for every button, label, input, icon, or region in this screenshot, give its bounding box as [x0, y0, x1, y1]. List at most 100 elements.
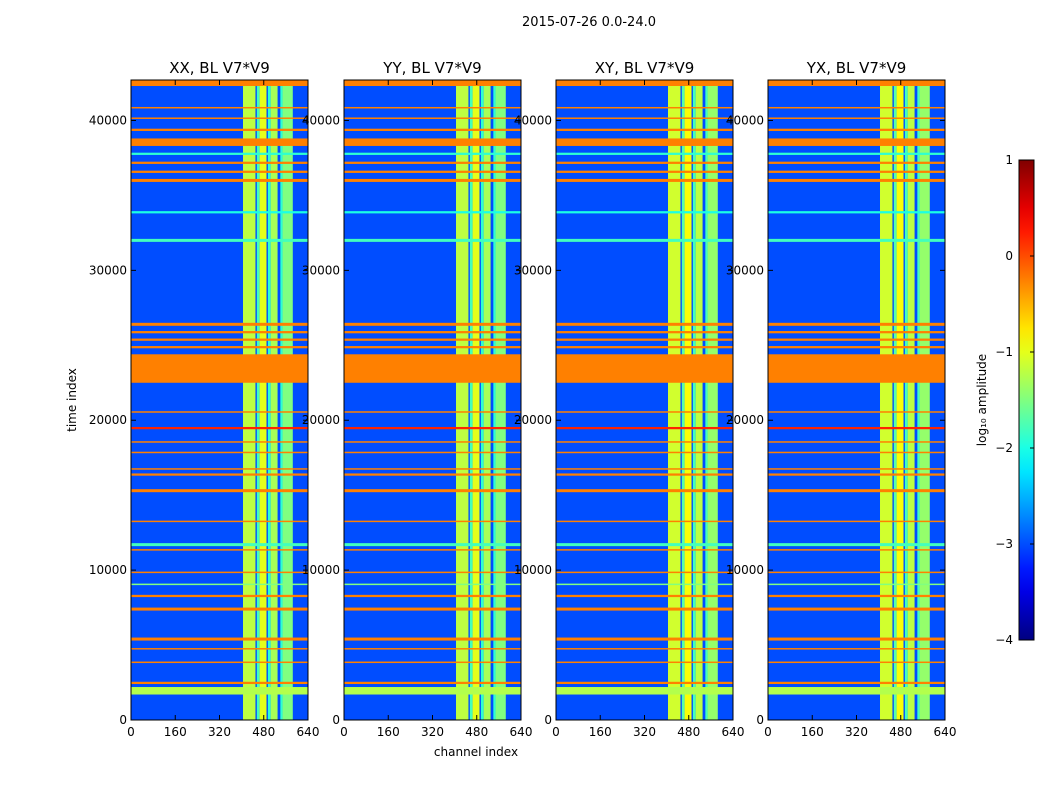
flagged-row — [768, 161, 945, 164]
flagged-row — [768, 338, 945, 341]
panel-title: XX, BL V7*V9 — [169, 59, 270, 77]
panel-xx: XX, BL V7*V9 0 160 320 480 640 0 10000 20000 3000… — [89, 59, 320, 739]
flagged-row — [131, 661, 308, 664]
flagged-row — [556, 607, 733, 611]
flagged-row — [768, 170, 945, 173]
y-tick-label: 30000 — [514, 263, 552, 277]
flagged-row — [131, 338, 308, 341]
flagged-row — [556, 238, 733, 242]
flagged-row — [768, 322, 945, 326]
flagged-row — [344, 426, 521, 430]
x-tick-label: 0 — [552, 725, 560, 739]
flagged-row — [131, 607, 308, 611]
x-tick-label: 0 — [340, 725, 348, 739]
y-tick-label: 0 — [756, 713, 764, 727]
rfi-band — [495, 80, 506, 720]
y-tick-label: 20000 — [302, 413, 340, 427]
flagged-row — [768, 583, 945, 586]
rfi-band — [893, 80, 897, 720]
flagged-row — [768, 178, 945, 182]
rfi-band — [880, 80, 893, 720]
rfi-band — [270, 80, 278, 720]
flagged-row — [556, 354, 733, 383]
flagged-row — [768, 152, 945, 155]
y-tick-label: 0 — [332, 713, 340, 727]
flagged-row — [556, 594, 733, 598]
colorbar-tick-label: −3 — [995, 537, 1013, 551]
flagged-row — [344, 543, 521, 547]
flagged-row — [768, 346, 945, 349]
flagged-row — [768, 468, 945, 470]
y-tick-label: 40000 — [514, 113, 552, 127]
x-tick-label: 320 — [208, 725, 231, 739]
flagged-row — [556, 441, 733, 443]
figure-suptitle: 2015-07-26 0.0-24.0 — [522, 15, 656, 30]
flagged-row — [768, 473, 945, 476]
x-tick-label: 320 — [845, 725, 868, 739]
y-tick-label: 10000 — [514, 563, 552, 577]
flagged-row — [556, 648, 733, 650]
flagged-row — [131, 473, 308, 476]
flagged-row — [768, 687, 945, 695]
flagged-row — [344, 661, 521, 664]
flagged-row — [344, 571, 521, 574]
flagged-row — [131, 426, 308, 430]
flagged-row — [556, 451, 733, 454]
flagged-row — [556, 661, 733, 664]
flagged-row — [556, 637, 733, 641]
rfi-band — [483, 80, 491, 720]
flagged-row — [556, 571, 733, 574]
flagged-row — [344, 473, 521, 476]
flagged-row — [131, 648, 308, 650]
flagged-row — [131, 238, 308, 242]
flagged-row — [556, 681, 733, 685]
x-axis-label: channel index — [434, 745, 518, 759]
y-tick-label: 10000 — [89, 563, 127, 577]
flagged-row — [556, 106, 733, 109]
x-tick-label: 480 — [677, 725, 700, 739]
panel-background — [131, 80, 308, 720]
rfi-band — [692, 80, 696, 720]
flagged-row — [556, 543, 733, 547]
x-tick-label: 640 — [297, 725, 320, 739]
flagged-row — [344, 520, 521, 523]
colorbar: 1 0 −1 −2 −3 −4 — [995, 153, 1035, 647]
y-tick-label: 30000 — [89, 263, 127, 277]
flagged-row — [131, 451, 308, 454]
rfi-band — [681, 80, 685, 720]
flagged-row — [131, 211, 308, 214]
flagged-row — [556, 468, 733, 470]
rfi-band — [243, 80, 256, 720]
flagged-row — [344, 178, 521, 182]
y-tick-label: 30000 — [302, 263, 340, 277]
rfi-band — [904, 80, 908, 720]
flagged-row — [131, 178, 308, 182]
colorbar-frame — [1018, 159, 1035, 641]
flagged-row — [556, 520, 733, 523]
flagged-row — [131, 411, 308, 413]
flagged-row — [344, 451, 521, 454]
flagged-row — [556, 211, 733, 214]
x-tick-label: 640 — [510, 725, 533, 739]
panel-background — [768, 80, 945, 720]
rfi-band — [259, 80, 267, 720]
y-tick-label: 0 — [119, 713, 127, 727]
flagged-row — [556, 338, 733, 341]
flagged-row — [556, 411, 733, 413]
flagged-row — [556, 178, 733, 182]
rfi-band — [282, 80, 293, 720]
flagged-row — [131, 543, 308, 547]
rfi-band — [707, 80, 718, 720]
flagged-row — [768, 117, 945, 119]
x-tick-label: 320 — [633, 725, 656, 739]
colorbar-tick-label: 0 — [1005, 249, 1013, 263]
flagged-row — [556, 128, 733, 131]
flagged-row — [344, 583, 521, 586]
flagged-row — [344, 211, 521, 214]
flagged-row — [556, 489, 733, 493]
rfi-band — [469, 80, 473, 720]
flagged-row — [768, 489, 945, 493]
flagged-row — [131, 346, 308, 349]
flagged-row — [768, 543, 945, 547]
